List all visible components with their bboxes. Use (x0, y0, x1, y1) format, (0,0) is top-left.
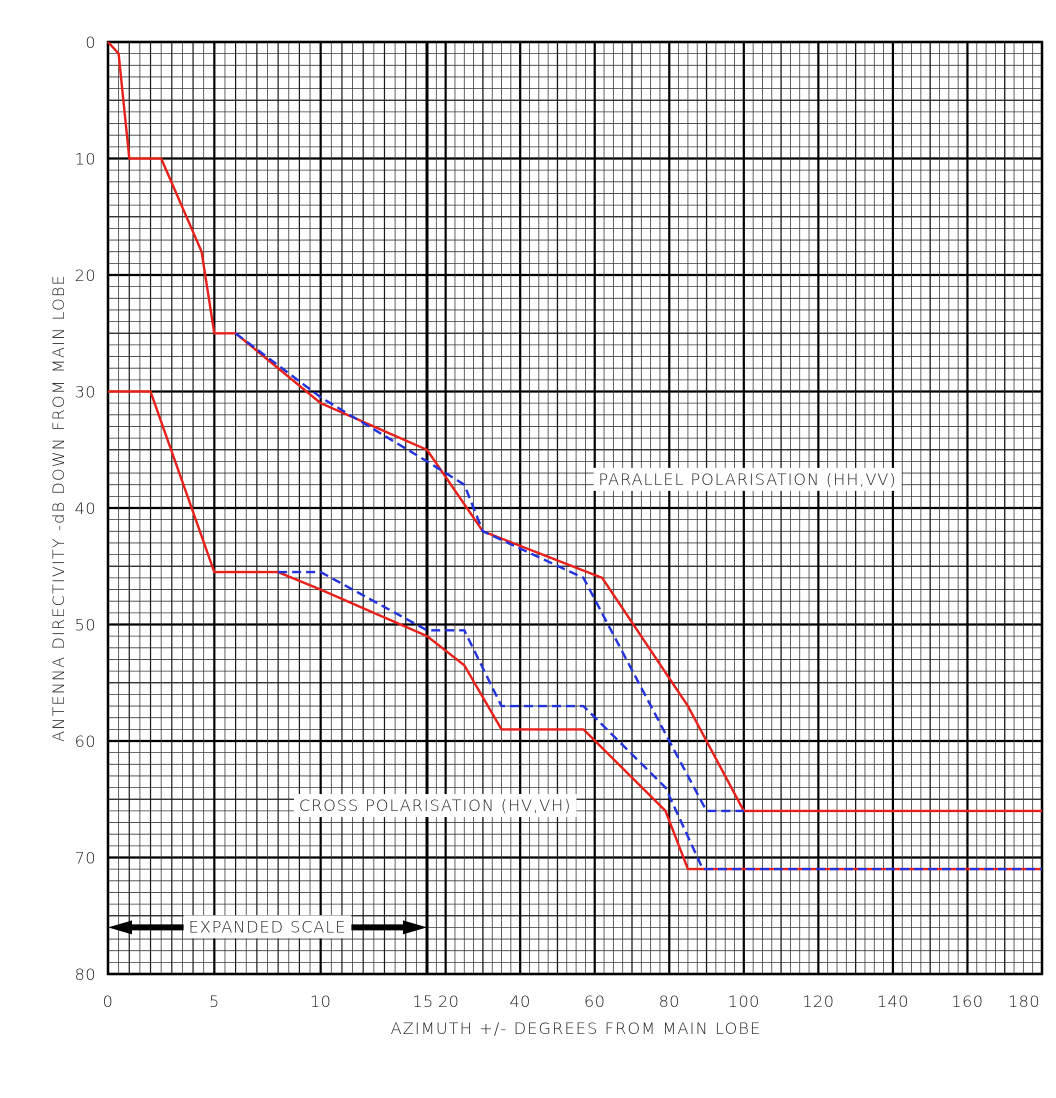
series-line-2 (234, 332, 744, 813)
plot-frame (106, 40, 1044, 976)
x-tick-label: 5 (209, 992, 220, 1011)
expanded-scale-label-text: EXPANDED SCALE (189, 917, 347, 936)
x-axis-label: AZIMUTH +/- DEGREES FROM MAIN LOBE (391, 1019, 762, 1038)
parallel-polarisation-label: PARALLEL POLARISATION (HH,VV) (593, 467, 902, 491)
x-tick-label: 100 (728, 992, 760, 1011)
x-tick-label: 20 (438, 992, 459, 1011)
expanded-scale-label-box (183, 915, 352, 939)
x-tick-label: 15 (412, 992, 433, 1011)
y-tick-label: 70 (75, 849, 96, 868)
x-tick-label: 180 (1008, 992, 1040, 1011)
y-tick-label: 0 (85, 33, 96, 52)
y-tick-label: 50 (75, 616, 96, 635)
x-tick-label: 40 (510, 992, 531, 1011)
series-line-1 (107, 41, 1042, 813)
y-tick-label: 80 (75, 965, 96, 984)
x-tick-label: 10 (310, 992, 331, 1011)
cross-polarisation-label-box (294, 794, 577, 818)
x-tick-label: 80 (659, 992, 680, 1011)
y-tick-label: 10 (75, 150, 96, 169)
y-tick-label: 30 (75, 383, 96, 402)
x-tick-label: 160 (951, 992, 983, 1011)
y-tick-label: 40 (75, 499, 96, 518)
y-tick-label: 20 (75, 266, 96, 285)
series-line-3 (108, 390, 1042, 871)
expanded-scale-label: EXPANDED SCALE (183, 915, 352, 939)
x-tick-label: 120 (802, 992, 834, 1011)
annotations: PARALLEL POLARISATION (HH,VV) CROSS POLAR… (108, 467, 902, 939)
y-axis-label: ANTENNA DIRECTIVITY -dB DOWN FROM MAIN L… (49, 274, 68, 742)
grid (106, 40, 1044, 976)
x-tick-label: 140 (877, 992, 909, 1011)
x-tick-label: 60 (584, 992, 605, 1011)
parallel-polarisation-label-text: PARALLEL POLARISATION (HH,VV) (599, 470, 897, 489)
arrow-head-left (108, 920, 132, 935)
series-group (107, 41, 1042, 871)
cross-polarisation-label: CROSS POLARISATION (HV,VH) (294, 794, 577, 818)
series-line-4 (278, 570, 1042, 871)
y-tick-label: 60 (75, 732, 96, 751)
cross-polarisation-label-text: CROSS POLARISATION (HV,VH) (299, 796, 571, 815)
parallel-polarisation-label-box (593, 467, 902, 491)
tick-labels: 0 10 20 30 40 50 60 70 80 0 5 10 15 20 40 60 80 100 120 140… (75, 33, 1040, 1011)
arrow-head-right (403, 920, 427, 935)
x-tick-label: 0 (103, 992, 114, 1011)
